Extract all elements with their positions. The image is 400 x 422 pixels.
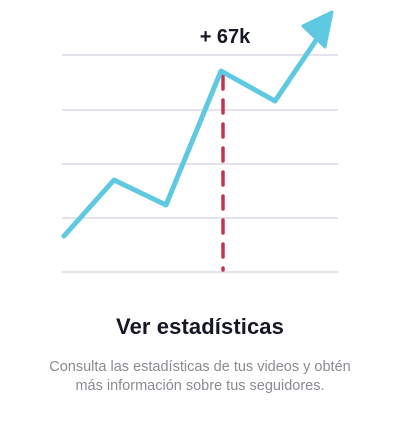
arrow-up-right-icon bbox=[301, 10, 334, 49]
grid-lines bbox=[62, 54, 338, 273]
growth-trend-line bbox=[61, 33, 322, 239]
growth-callout-label: + 67k bbox=[200, 26, 251, 48]
growth-chart-illustration: + 67k bbox=[61, 10, 338, 273]
onboarding-title: Ver estadísticas bbox=[116, 314, 284, 339]
onboarding-description: Consulta las estadísticas de tus videos … bbox=[49, 359, 351, 394]
